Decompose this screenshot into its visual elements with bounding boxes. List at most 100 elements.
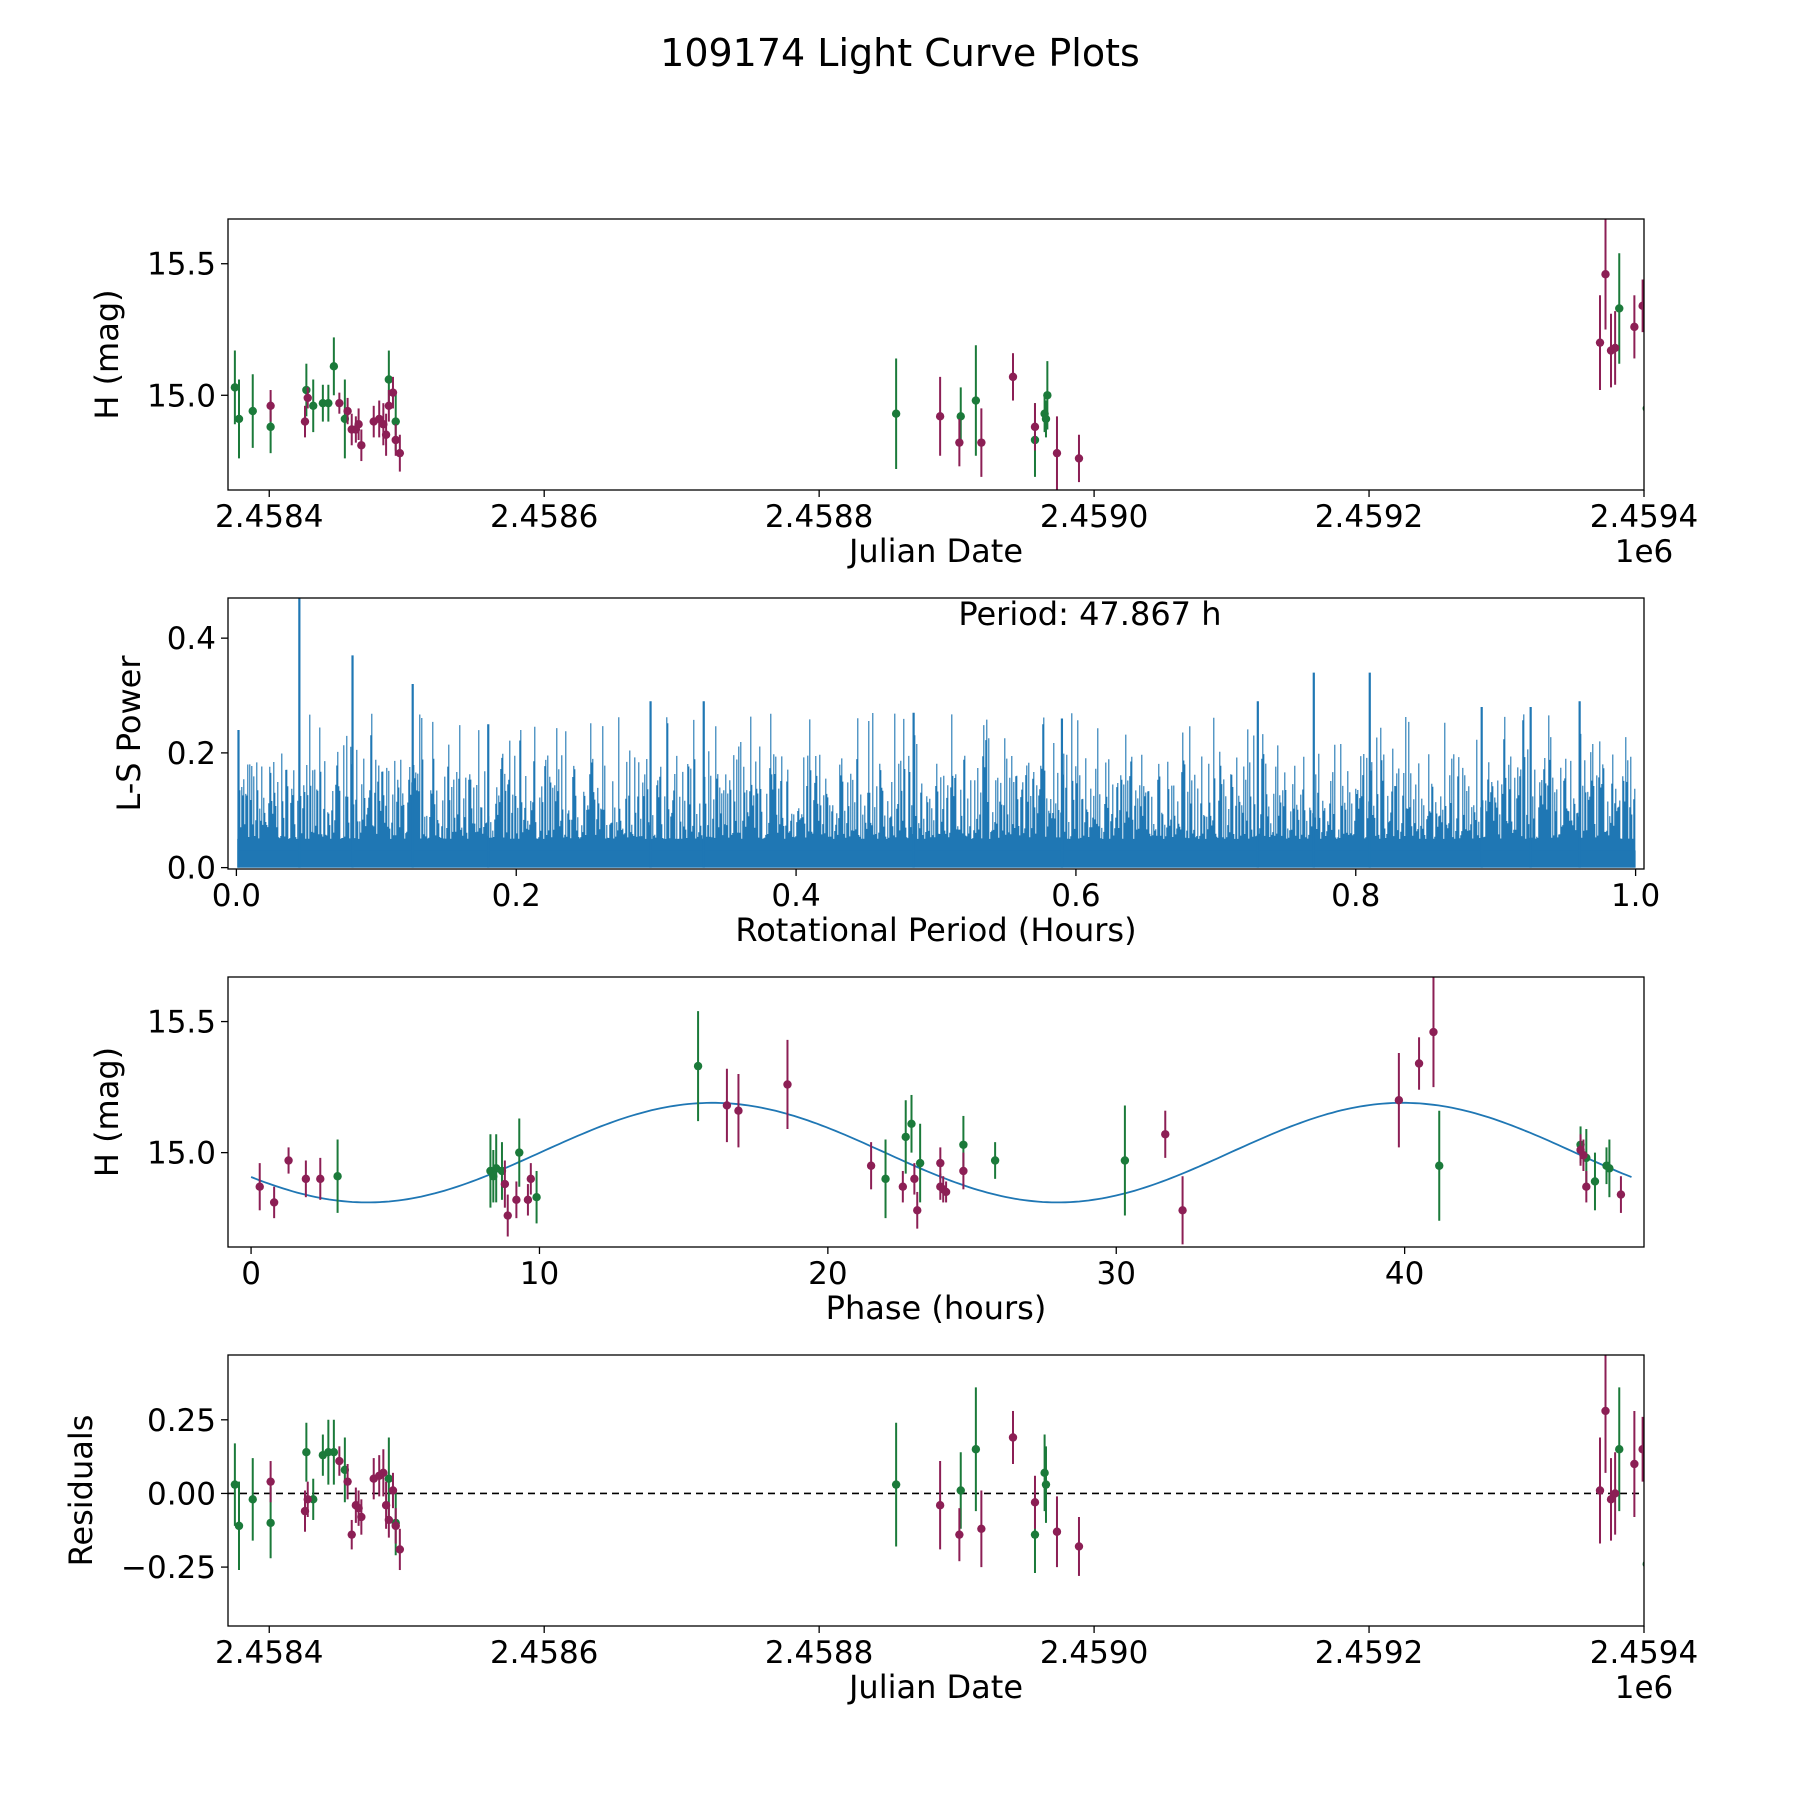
data-point [303, 1495, 312, 1504]
data-point [734, 1106, 743, 1115]
data-point [266, 422, 275, 432]
x-tick-label: 2.4590 [1040, 1635, 1148, 1671]
data-point [901, 1132, 910, 1142]
data-point [1610, 1489, 1620, 1498]
data-point [248, 1495, 257, 1504]
data-point [907, 1119, 916, 1128]
data-point [303, 393, 312, 403]
data-point [266, 401, 275, 411]
data-point [956, 412, 965, 421]
y-tick-label: 0.25 [147, 1403, 216, 1439]
data-point [266, 1477, 275, 1486]
data-point [1394, 1096, 1404, 1105]
data-point [1030, 422, 1040, 432]
plot-area [250, 977, 1632, 1245]
x-tick-label: 2.4592 [1315, 1635, 1423, 1671]
data-point [1595, 338, 1605, 347]
x-axis-label: Julian Date [847, 532, 1023, 570]
x-offset-label: 1e6 [1615, 534, 1674, 570]
data-point [783, 1080, 792, 1089]
panel-3: 0 10 20 30 40 15.0 15.5 Phase (hours) H (mag) [88, 976, 1645, 1327]
data-point [866, 1161, 876, 1170]
data-point [891, 1480, 901, 1489]
y-tick-label: 0.4 [167, 621, 216, 657]
x-tick-label: 2.4594 [1590, 1635, 1698, 1671]
data-point [913, 1206, 922, 1215]
data-point [255, 1182, 264, 1191]
data-point [1052, 448, 1062, 458]
data-point [977, 1524, 986, 1533]
data-point [384, 401, 394, 411]
y-axis-label: H (mag) [88, 289, 126, 419]
y-tick-label: 15.0 [147, 378, 216, 414]
data-point [335, 398, 344, 408]
x-tick-label: 2.4586 [490, 1635, 598, 1671]
data-point [302, 1448, 311, 1457]
data-point [990, 1156, 1000, 1165]
data-point [347, 1530, 356, 1539]
panel-1: 2.4584 2.4586 2.4588 2.4590 2.4592 2.4594 15.0… [88, 218, 1698, 570]
data-point [354, 420, 363, 429]
x-tick-label: 0.4 [771, 878, 820, 914]
x-axis-label: Julian Date [847, 1668, 1023, 1706]
periodogram-line [237, 713, 1636, 868]
data-point [910, 1174, 919, 1184]
data-point [266, 1518, 275, 1528]
data-point [1630, 322, 1639, 332]
x-tick-label: 0 [241, 1256, 261, 1292]
axes-frame [227, 1354, 1645, 1627]
data-point [503, 1211, 512, 1220]
data-point [1615, 1445, 1624, 1454]
data-point [384, 375, 394, 384]
data-point [234, 414, 244, 424]
data-point [1582, 1182, 1591, 1191]
data-point [284, 1156, 293, 1165]
y-tick-label: −0.25 [121, 1550, 216, 1586]
data-point [1052, 1527, 1062, 1536]
data-point [1414, 1059, 1424, 1068]
y-axis-label: L-S Power [110, 655, 148, 812]
y-tick-label: 0.0 [167, 851, 216, 887]
data-point [1605, 1164, 1614, 1173]
x-tick-label: 40 [1385, 1256, 1424, 1292]
y-tick-label: 0.2 [167, 736, 216, 772]
data-point [1630, 1459, 1639, 1469]
data-point [357, 441, 366, 450]
data-point [302, 385, 311, 395]
data-point [1040, 1468, 1049, 1478]
data-point [722, 1101, 732, 1110]
axes-frame [227, 597, 1645, 870]
data-point [898, 1182, 908, 1191]
data-point [1615, 304, 1624, 313]
x-tick-label: 2.4590 [1040, 499, 1148, 535]
x-tick-label: 2.4594 [1590, 499, 1698, 535]
data-point [234, 1521, 244, 1531]
data-point [915, 1158, 925, 1168]
data-point [955, 1530, 964, 1539]
data-point [391, 417, 400, 426]
data-point [1638, 301, 1644, 311]
plot-area [237, 598, 1636, 868]
data-point [1638, 1445, 1644, 1454]
data-point [309, 401, 318, 411]
data-point [1601, 1406, 1610, 1416]
data-point [248, 406, 257, 416]
data-point [526, 1174, 536, 1184]
data-point [316, 1174, 325, 1184]
data-point [941, 1187, 951, 1197]
data-point [971, 396, 981, 405]
data-point [300, 417, 310, 426]
data-point [891, 409, 901, 418]
data-point [391, 1521, 400, 1531]
data-point [1590, 1177, 1600, 1186]
data-point [959, 1140, 968, 1149]
data-point [971, 1445, 981, 1454]
axes-frame [227, 218, 1645, 491]
data-point [523, 1195, 533, 1205]
x-tick-label: 1.0 [1611, 878, 1660, 914]
data-point [1595, 1486, 1605, 1495]
x-axis-label: Rotational Period (Hours) [735, 911, 1136, 949]
data-point [1041, 414, 1051, 424]
data-point [329, 1448, 339, 1457]
